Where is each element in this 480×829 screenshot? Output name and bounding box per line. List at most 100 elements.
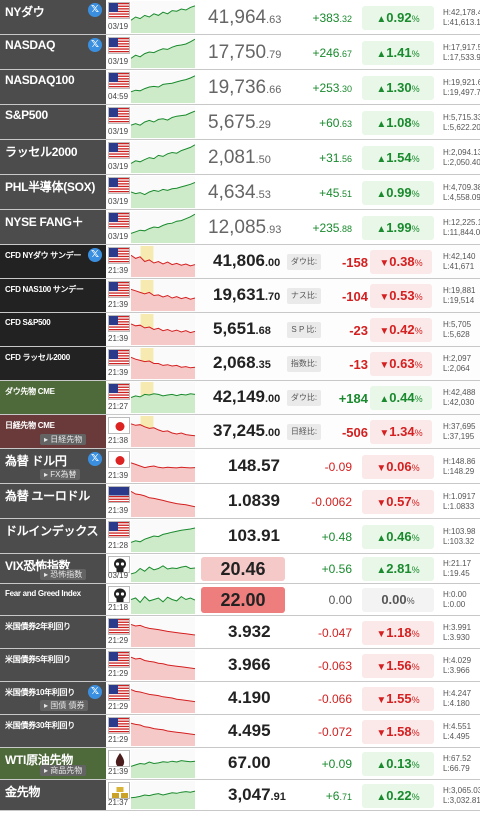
instrument-name[interactable]: NYダウ [5, 5, 45, 19]
sub-link[interactable]: ▸ 日経先物 [40, 434, 87, 445]
instrument-name-cell[interactable]: PHL半導体(SOX) [0, 175, 106, 209]
sub-link[interactable]: ▸ 国債 債券 [40, 700, 89, 711]
instrument-name-cell[interactable]: NYダウ 𝕏 [0, 0, 106, 34]
instrument-name[interactable]: Fear and Greed Index [5, 589, 81, 598]
sparkline-chart[interactable] [131, 382, 195, 413]
market-row[interactable]: 日経先物 CME ▸ 日経先物 21:38 37,245.00 日経比: -506 ▼1.3… [0, 415, 480, 449]
sparkline-chart[interactable] [131, 555, 195, 582]
market-row[interactable]: 米国債券10年利回り 𝕏 ▸ 国債 債券 21:29 4.190 -0.066 ▼1.55%… [0, 682, 480, 715]
twitter-icon[interactable]: 𝕏 [88, 3, 102, 17]
twitter-icon[interactable]: 𝕏 [88, 248, 102, 262]
market-row[interactable]: ダウ先物 CME 21:27 42,149.00 ダウ比: +184 ▲0.44% H:42… [0, 381, 480, 415]
market-row[interactable]: ドルインデックス 21:28 103.91 +0.48 ▲0.46% H:103.98 L:… [0, 519, 480, 554]
market-row[interactable]: NASDAQ 𝕏 03/19 17,750.79 +246.67 ▲1.41% H:17,9… [0, 35, 480, 70]
instrument-name[interactable]: 米国債券10年利回り [5, 688, 75, 697]
instrument-name[interactable]: ラッセル2000 [5, 145, 78, 159]
twitter-icon[interactable]: 𝕏 [88, 452, 102, 466]
instrument-name-cell[interactable]: CFD NYダウ サンデー 𝕏 [0, 245, 106, 278]
instrument-name-cell[interactable]: 米国債券30年利回り [0, 715, 106, 747]
market-row[interactable]: 米国債券5年利回り 21:29 3.966 -0.063 ▼1.56% H:4.029 L:… [0, 649, 480, 682]
sparkline-chart[interactable] [131, 781, 195, 809]
market-row[interactable]: VIX恐怖指数 ▸ 恐怖指数 03/19 20.46 +0.56 ▲2.81% H:21.1… [0, 554, 480, 584]
instrument-name[interactable]: CFD NYダウ サンデー [5, 251, 82, 260]
instrument-name-cell[interactable]: 米国債券10年利回り 𝕏 ▸ 国債 債券 [0, 682, 106, 714]
instrument-name[interactable]: CFD ラッセル2000 [5, 353, 70, 362]
sparkline-chart[interactable] [131, 749, 195, 778]
sub-link[interactable]: ▸ FX為替 [40, 469, 81, 480]
sparkline-chart[interactable] [131, 71, 195, 103]
instrument-name[interactable]: ダウ先物 CME [5, 387, 55, 396]
sparkline-chart[interactable] [131, 141, 195, 173]
sparkline-chart[interactable] [131, 650, 195, 680]
sparkline-chart[interactable] [131, 450, 195, 482]
instrument-name[interactable]: 米国債券5年利回り [5, 655, 71, 664]
market-row[interactable]: NYSE FANG＋ 03/19 12,085.93 +235.88 ▲1.99% H:1… [0, 210, 480, 245]
twitter-icon[interactable]: 𝕏 [88, 685, 102, 699]
sparkline-chart[interactable] [131, 280, 195, 311]
instrument-name[interactable]: 米国債券2年利回り [5, 622, 71, 631]
sparkline-chart[interactable] [131, 520, 195, 552]
instrument-name-cell[interactable]: 為替 ドル円 𝕏 ▸ FX為替 [0, 449, 106, 483]
instrument-name[interactable]: S&P500 [5, 108, 48, 122]
instrument-name[interactable]: 日経先物 CME [5, 421, 55, 430]
sparkline-chart[interactable] [131, 176, 195, 208]
instrument-name-cell[interactable]: 米国債券2年利回り [0, 616, 106, 648]
market-row[interactable]: WTI原油先物 ▸ 商品先物 21:39 67.00 +0.09 ▲0.13% H:67.5… [0, 748, 480, 780]
sparkline-chart[interactable] [131, 416, 195, 447]
market-row[interactable]: 米国債券2年利回り 21:29 3.932 -0.047 ▼1.18% H:3.991 L:… [0, 616, 480, 649]
instrument-name-cell[interactable]: NYSE FANG＋ [0, 210, 106, 244]
instrument-name-cell[interactable]: WTI原油先物 ▸ 商品先物 [0, 748, 106, 779]
sparkline-chart[interactable] [131, 1, 195, 33]
market-row[interactable]: Fear and Greed Index 21:18 22.00 0.00 0.00% H… [0, 584, 480, 616]
instrument-name[interactable]: 為替 ユーロドル [5, 489, 90, 503]
instrument-name[interactable]: WTI原油先物 [5, 753, 73, 767]
instrument-name-cell[interactable]: 為替 ユーロドル [0, 484, 106, 518]
instrument-name[interactable]: NASDAQ [5, 38, 56, 52]
market-row[interactable]: PHL半導体(SOX) 03/19 4,634.53 +45.51 ▲0.99% H:4,… [0, 175, 480, 210]
instrument-name-cell[interactable]: VIX恐怖指数 ▸ 恐怖指数 [0, 554, 106, 583]
market-row[interactable]: CFD NAS100 サンデー 21:39 19,631.70 ナス比: -104 ▼0.… [0, 279, 480, 313]
market-row[interactable]: 米国債券30年利回り 21:29 4.495 -0.072 ▼1.58% H:4.551 L… [0, 715, 480, 748]
instrument-name-cell[interactable]: S&P500 [0, 105, 106, 139]
instrument-name-cell[interactable]: Fear and Greed Index [0, 584, 106, 615]
market-row[interactable]: NYダウ 𝕏 03/19 41,964.63 +383.32 ▲0.92% H:42,178… [0, 0, 480, 35]
instrument-name-cell[interactable]: ラッセル2000 [0, 140, 106, 174]
instrument-name[interactable]: 金先物 [5, 785, 41, 799]
instrument-name[interactable]: NASDAQ100 [5, 73, 75, 87]
sparkline-chart[interactable] [131, 314, 195, 345]
sparkline-chart[interactable] [131, 348, 195, 379]
market-row[interactable]: CFD ラッセル2000 21:39 2,068.35 指数比: -13 ▼0.63% H:… [0, 347, 480, 381]
instrument-name-cell[interactable]: ドルインデックス [0, 519, 106, 553]
instrument-name-cell[interactable]: CFD NAS100 サンデー [0, 279, 106, 312]
sparkline-chart[interactable] [131, 617, 195, 647]
instrument-name[interactable]: 米国債券30年利回り [5, 721, 75, 730]
sparkline-chart[interactable] [131, 36, 195, 68]
sub-link[interactable]: ▸ 商品先物 [40, 765, 87, 776]
twitter-icon[interactable]: 𝕏 [88, 38, 102, 52]
market-row[interactable]: 金先物 21:37 3,047.91 +6.71 ▲0.22% H:3,065.03 L:3… [0, 780, 480, 811]
instrument-name[interactable]: ドルインデックス [5, 524, 99, 538]
instrument-name-cell[interactable]: ダウ先物 CME [0, 381, 106, 414]
sub-link[interactable]: ▸ 恐怖指数 [40, 569, 87, 580]
instrument-name-cell[interactable]: 米国債券5年利回り [0, 649, 106, 681]
instrument-name[interactable]: PHL半導体(SOX) [5, 180, 96, 194]
sparkline-chart[interactable] [131, 485, 195, 517]
instrument-name-cell[interactable]: 日経先物 CME ▸ 日経先物 [0, 415, 106, 448]
sparkline-chart[interactable] [131, 716, 195, 746]
market-row[interactable]: CFD NYダウ サンデー 𝕏 21:39 41,806.00 ダウ比: -158 ▼0.3… [0, 245, 480, 279]
instrument-name-cell[interactable]: CFD S&P500 [0, 313, 106, 346]
instrument-name-cell[interactable]: NASDAQ 𝕏 [0, 35, 106, 69]
sparkline-chart[interactable] [131, 246, 195, 277]
market-row[interactable]: S&P500 03/19 5,675.29 +60.63 ▲1.08% H:5,715.3… [0, 105, 480, 140]
sparkline-chart[interactable] [131, 683, 195, 713]
instrument-name-cell[interactable]: CFD ラッセル2000 [0, 347, 106, 380]
instrument-name-cell[interactable]: NASDAQ100 [0, 70, 106, 104]
instrument-name[interactable]: NYSE FANG＋ [5, 215, 84, 229]
market-row[interactable]: CFD S&P500 21:39 5,651.68 S P 比: -23 ▼0.42% H:… [0, 313, 480, 347]
sparkline-chart[interactable] [131, 585, 195, 614]
instrument-name[interactable]: CFD NAS100 サンデー [5, 285, 84, 294]
instrument-name[interactable]: 為替 ドル円 [5, 454, 67, 468]
market-row[interactable]: 為替 ドル円 𝕏 ▸ FX為替 21:39 148.57 -0.09 ▼0.06% H:148… [0, 449, 480, 484]
market-row[interactable]: 為替 ユーロドル 21:39 1.0839 -0.0062 ▼0.57% H:1.0917… [0, 484, 480, 519]
instrument-name-cell[interactable]: 金先物 [0, 780, 106, 810]
